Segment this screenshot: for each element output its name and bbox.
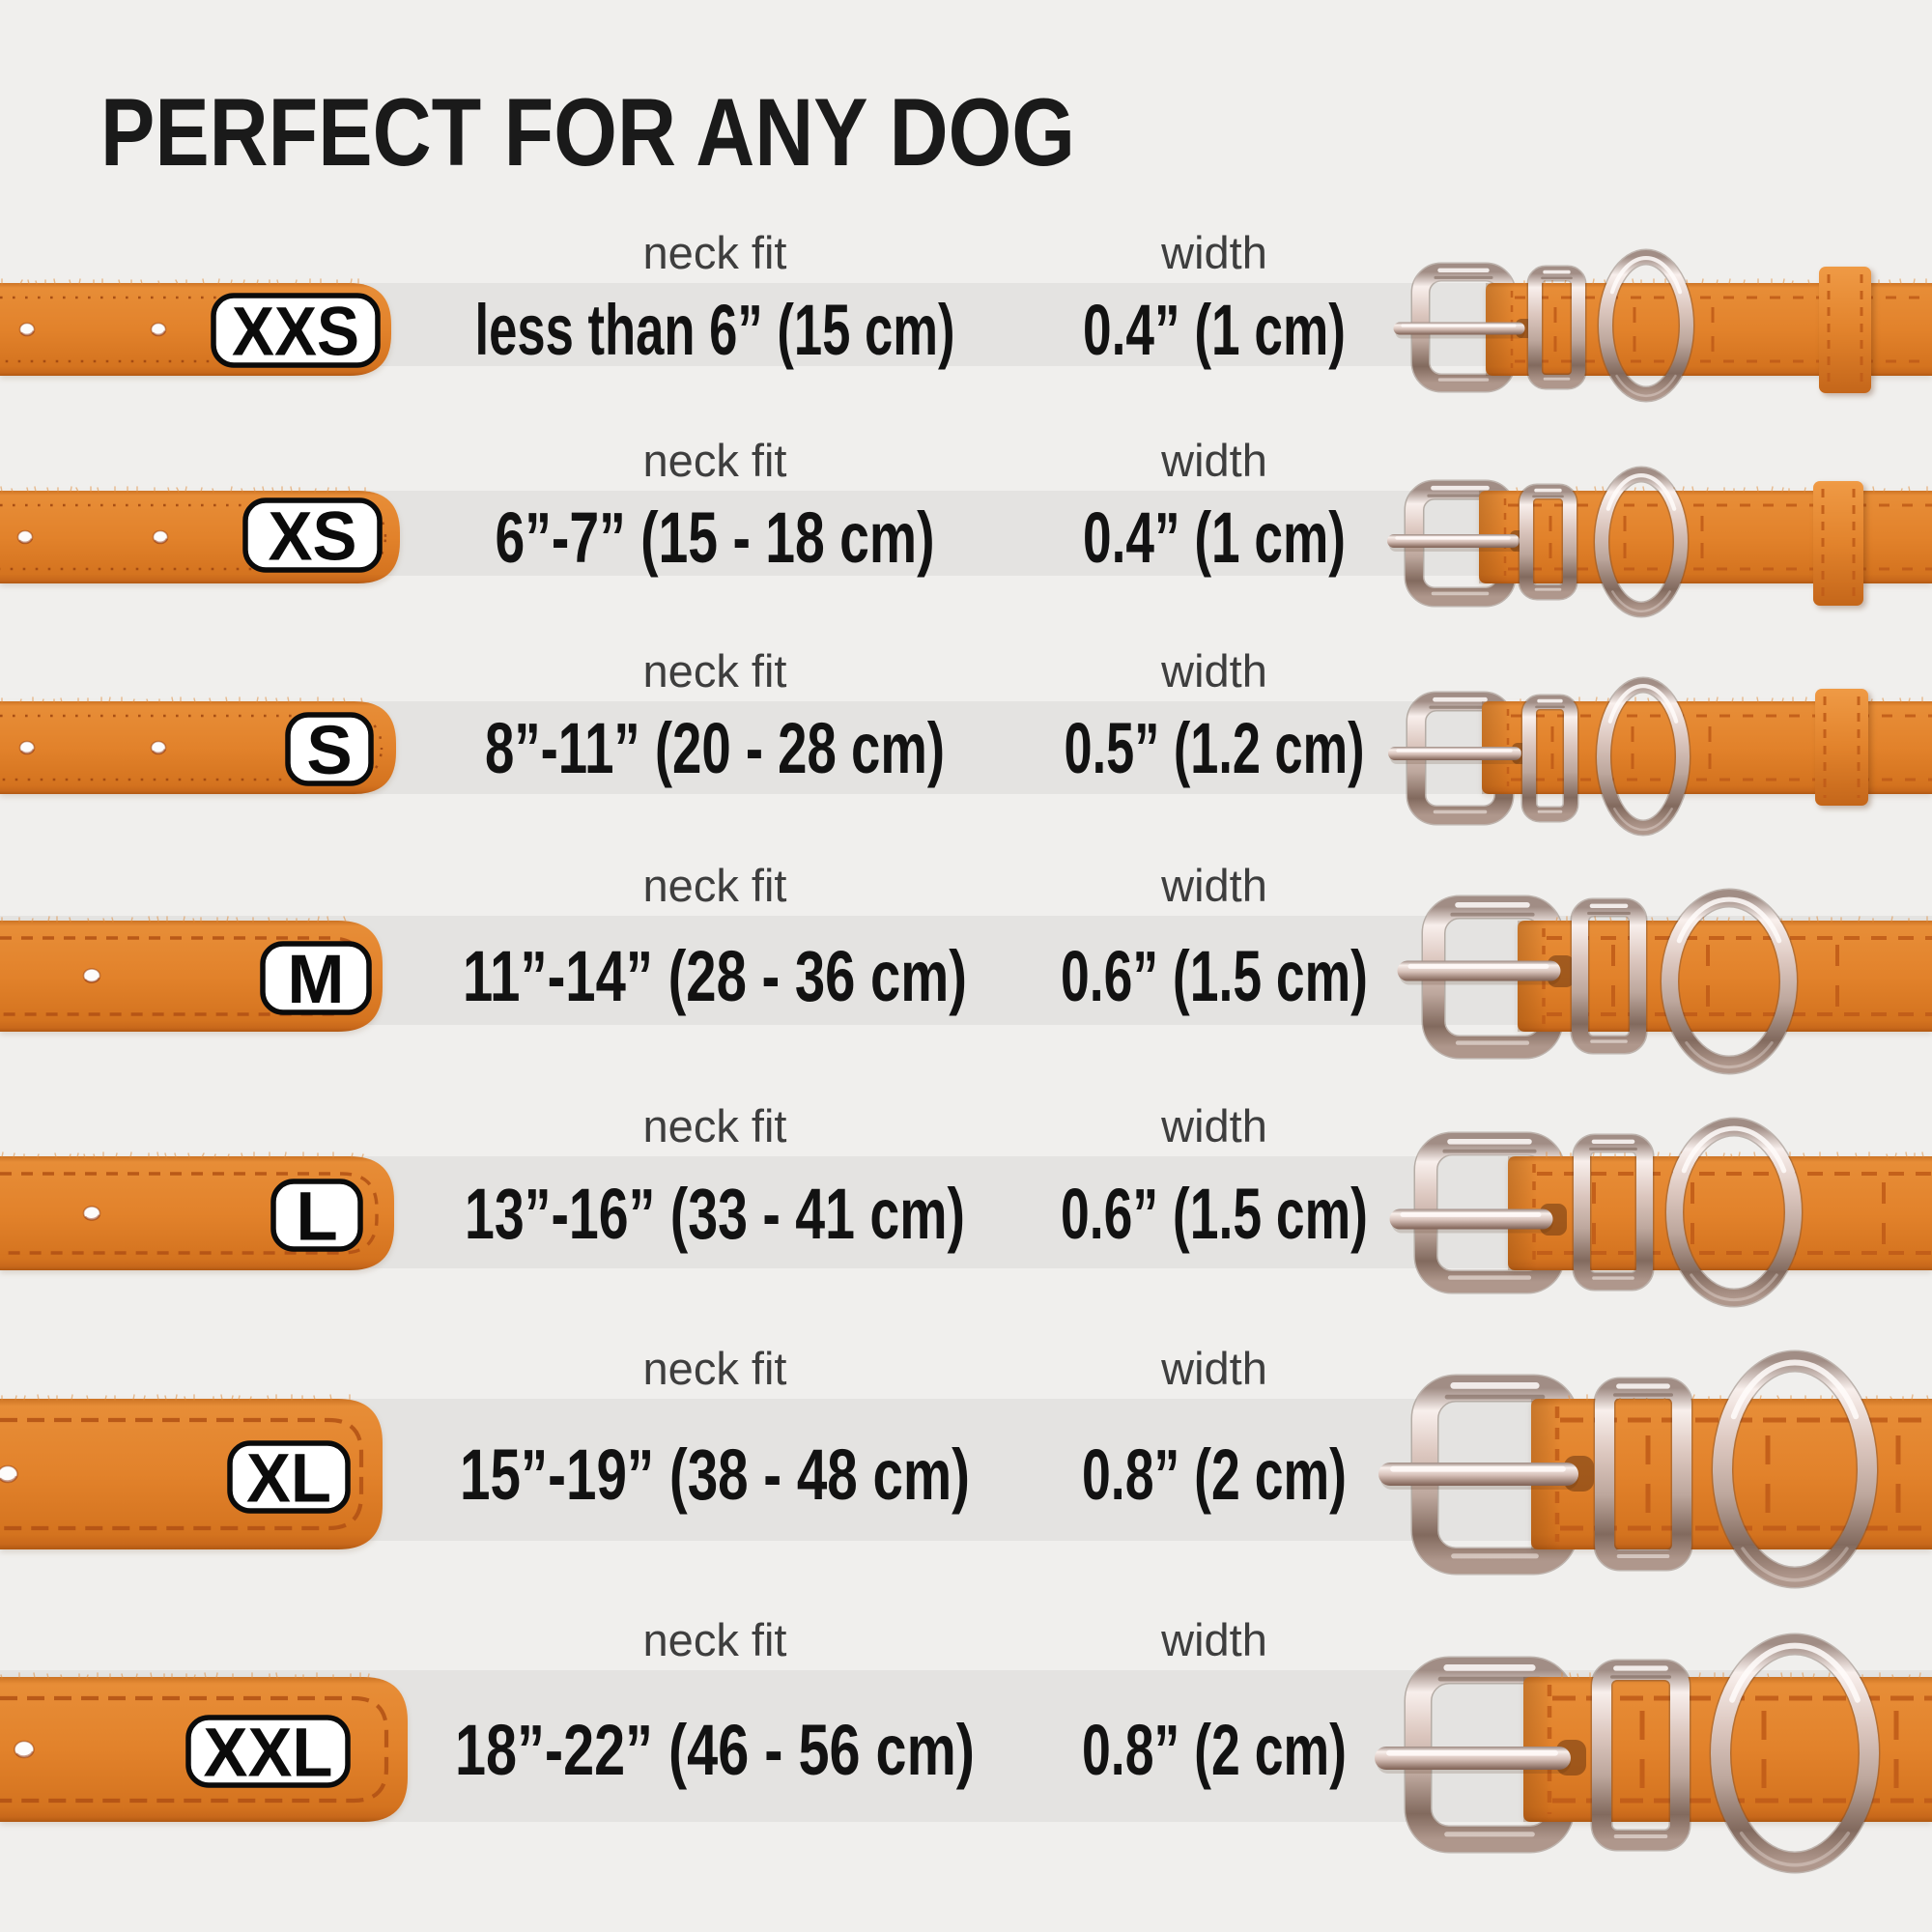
svg-text:15”-19” (38 - 48 cm): 15”-19” (38 - 48 cm) xyxy=(460,1435,970,1515)
svg-text:0.8” (2 cm): 0.8” (2 cm) xyxy=(1082,1435,1347,1515)
svg-text:XL: XL xyxy=(246,1441,331,1518)
svg-text:6”-7” (15 - 18 cm): 6”-7” (15 - 18 cm) xyxy=(496,497,935,578)
svg-text:neck fit: neck fit xyxy=(643,1100,787,1151)
svg-text:0.6” (1.5 cm): 0.6” (1.5 cm) xyxy=(1061,1174,1368,1254)
svg-text:width: width xyxy=(1160,435,1267,486)
svg-text:width: width xyxy=(1160,860,1267,911)
svg-text:neck fit: neck fit xyxy=(643,435,787,486)
svg-text:S: S xyxy=(306,713,352,789)
svg-text:neck fit: neck fit xyxy=(643,1343,787,1394)
svg-text:0.8” (2 cm): 0.8” (2 cm) xyxy=(1082,1710,1347,1790)
svg-text:width: width xyxy=(1160,1100,1267,1151)
svg-text:0.6” (1.5 cm): 0.6” (1.5 cm) xyxy=(1061,936,1368,1016)
svg-text:neck fit: neck fit xyxy=(643,645,787,696)
svg-text:neck fit: neck fit xyxy=(643,860,787,911)
svg-text:XXS: XXS xyxy=(232,295,359,371)
svg-text:neck fit: neck fit xyxy=(643,1614,787,1665)
svg-text:0.4” (1 cm): 0.4” (1 cm) xyxy=(1083,290,1346,370)
svg-text:13”-16” (33 - 41 cm): 13”-16” (33 - 41 cm) xyxy=(465,1174,965,1254)
svg-text:18”-22” (46 - 56 cm): 18”-22” (46 - 56 cm) xyxy=(455,1710,975,1790)
svg-text:8”-11” (20 - 28 cm): 8”-11” (20 - 28 cm) xyxy=(485,708,945,788)
svg-text:M: M xyxy=(287,942,344,1018)
svg-text:neck fit: neck fit xyxy=(643,227,787,278)
svg-text:width: width xyxy=(1160,645,1267,696)
svg-text:0.4” (1 cm): 0.4” (1 cm) xyxy=(1083,497,1346,578)
svg-text:XXL: XXL xyxy=(204,1716,333,1792)
svg-text:width: width xyxy=(1160,1343,1267,1394)
svg-text:width: width xyxy=(1160,227,1267,278)
svg-text:11”-14” (28 - 36 cm): 11”-14” (28 - 36 cm) xyxy=(463,936,967,1016)
svg-text:XS: XS xyxy=(269,499,357,576)
svg-text:PERFECT FOR ANY DOG: PERFECT FOR ANY DOG xyxy=(100,78,1075,185)
svg-text:less than 6” (15 cm): less than 6” (15 cm) xyxy=(475,290,955,370)
svg-text:L: L xyxy=(296,1179,337,1256)
svg-text:0.5” (1.2 cm): 0.5” (1.2 cm) xyxy=(1065,708,1365,788)
svg-text:width: width xyxy=(1160,1614,1267,1665)
